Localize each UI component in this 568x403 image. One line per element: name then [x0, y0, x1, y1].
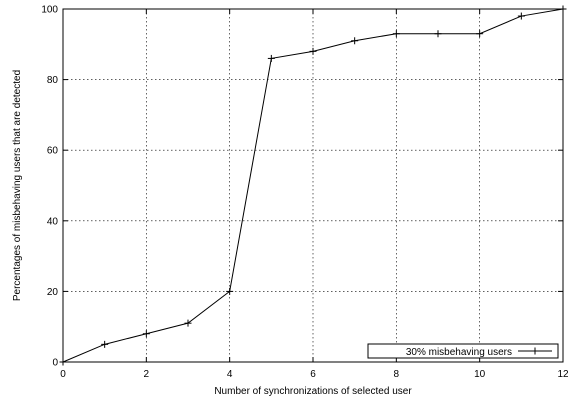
data-point — [59, 358, 67, 366]
data-point — [517, 12, 525, 20]
x-tick-label: 2 — [144, 369, 150, 380]
data-point — [184, 319, 192, 327]
y-tick-label: 0 — [52, 358, 58, 369]
data-point — [142, 330, 150, 338]
y-tick-label: 100 — [41, 5, 58, 16]
legend-label: 30% misbehaving users — [406, 347, 512, 358]
x-tick-label: 4 — [227, 369, 233, 380]
grid-lines — [63, 9, 563, 362]
x-tick-label: 8 — [394, 369, 400, 380]
data-point — [309, 47, 317, 55]
y-tick-label: 40 — [47, 216, 59, 227]
y-tick-label: 80 — [47, 75, 59, 86]
legend: 30% misbehaving users — [367, 343, 559, 359]
x-tick-label: 10 — [474, 369, 486, 380]
x-tick-label: 0 — [60, 369, 66, 380]
data-series — [59, 5, 567, 366]
data-point — [351, 37, 359, 45]
data-point — [101, 340, 109, 348]
data-point — [226, 287, 234, 295]
y-axis-label: Percentages of misbehaving users that ar… — [12, 70, 23, 301]
y-tick-label: 20 — [47, 287, 59, 298]
x-axis-label: Number of synchronizations of selected u… — [214, 386, 412, 397]
data-point — [476, 30, 484, 38]
x-tick-label: 6 — [310, 369, 316, 380]
y-tick-label: 60 — [47, 146, 59, 157]
data-point — [267, 54, 275, 62]
legend-marker — [531, 347, 539, 355]
legend-box — [367, 343, 559, 359]
legend-plus-marker — [531, 347, 539, 355]
x-tick-label: 12 — [557, 369, 568, 380]
data-point — [434, 30, 442, 38]
axis-ticks: 0 2 4 6 8 10 12 0 20 40 60 80 100 — [41, 5, 568, 381]
data-point — [392, 30, 400, 38]
data-point — [559, 5, 567, 13]
